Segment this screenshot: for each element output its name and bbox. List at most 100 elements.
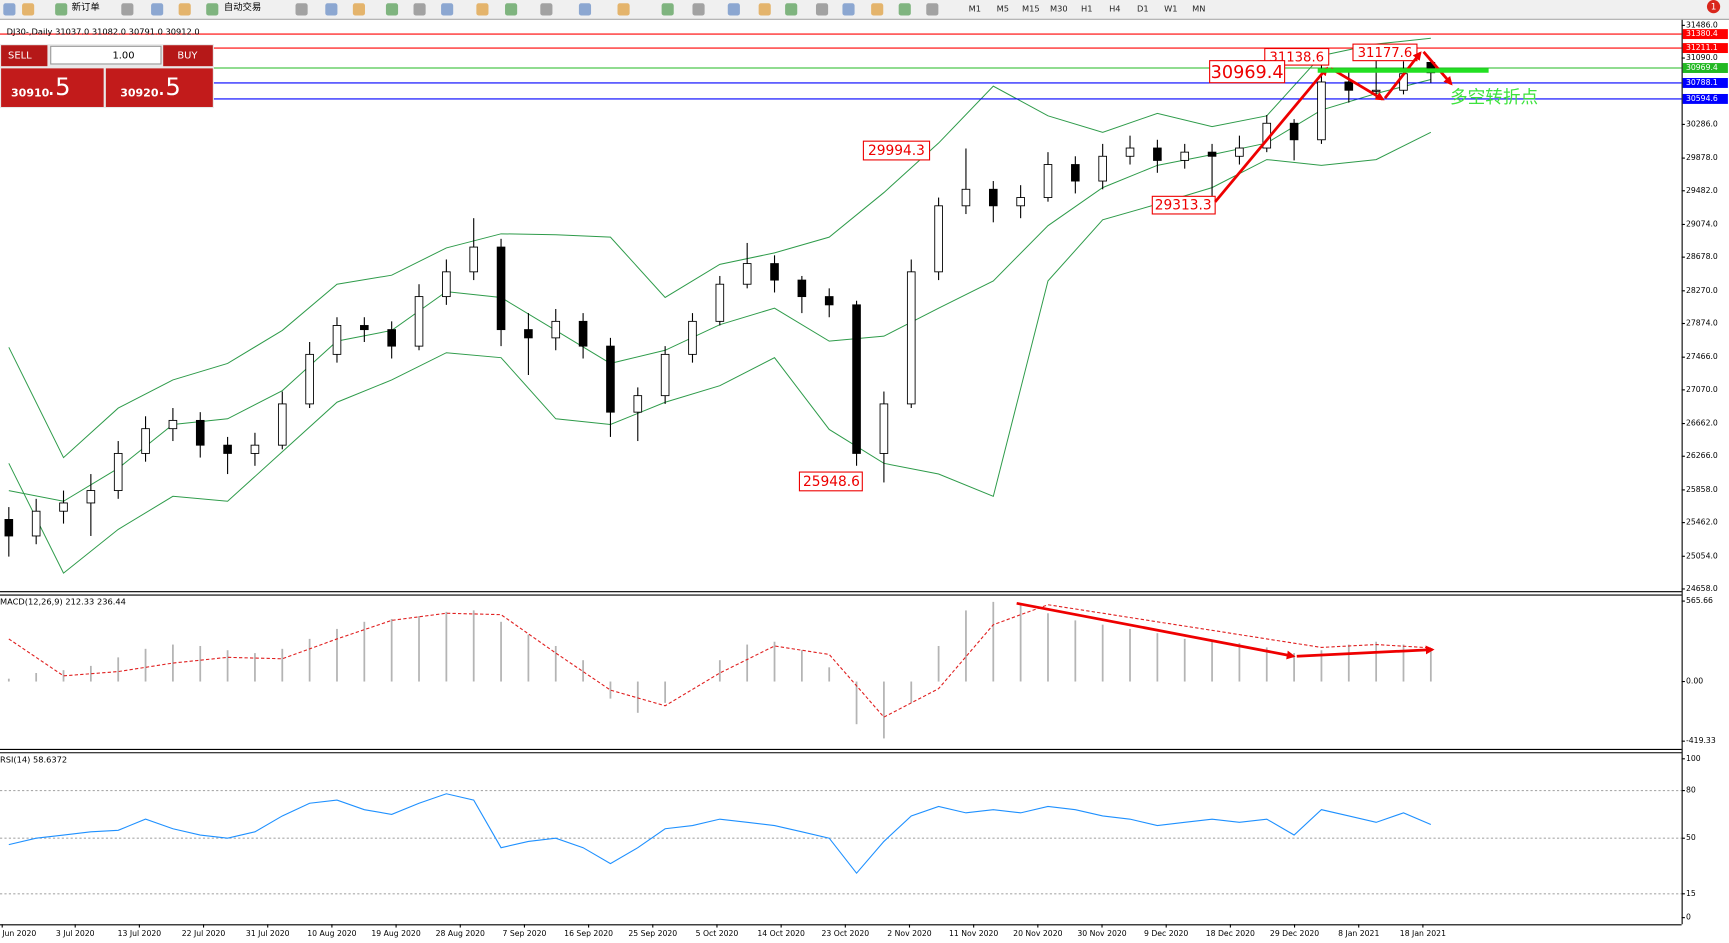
- arrow: [1296, 645, 1435, 658]
- level-label: 31211.1: [1686, 43, 1718, 52]
- candle-body: [797, 279, 807, 298]
- y-tick-label: 0: [1686, 913, 1691, 922]
- y-tick-label: 31090.0: [1686, 53, 1718, 62]
- toolbar-icon: [206, 3, 219, 16]
- toolbar-icon: [325, 3, 338, 16]
- candle-body: [113, 452, 123, 492]
- x-tick-label: 19 Aug 2020: [371, 929, 420, 938]
- candle-body: [988, 188, 998, 207]
- arrow: [1214, 66, 1328, 203]
- candle-body: [524, 329, 533, 339]
- x-tick-label: 16 Sep 2020: [564, 929, 613, 938]
- x-tick-label: 14 Oct 2020: [757, 929, 805, 938]
- annotation: 29313.3: [1155, 198, 1212, 214]
- sell-pips: .5: [47, 72, 70, 101]
- sell-button[interactable]: [1, 45, 48, 67]
- x-tick-label: 10 Aug 2020: [307, 929, 356, 938]
- x-tick-label: 3 Jul 2020: [56, 929, 95, 938]
- timeframe-button[interactable]: H4: [1109, 3, 1120, 13]
- candle-body: [360, 325, 369, 331]
- annotation-box: [1151, 195, 1216, 215]
- y-tick-label: 27466.0: [1686, 352, 1718, 361]
- y-tick-label: 27070.0: [1686, 385, 1718, 394]
- candle-body: [469, 246, 479, 273]
- toolbar: [0, 0, 1729, 19]
- candle-body: [660, 353, 670, 397]
- timeframe-button[interactable]: MN: [1192, 3, 1205, 13]
- annotation: 25948.6: [803, 474, 860, 490]
- x-tick-label: 8 Jan 2021: [1338, 929, 1379, 938]
- buy-button[interactable]: [163, 45, 213, 67]
- x-tick-label: 25 Sep 2020: [628, 929, 677, 938]
- timeframe-button[interactable]: D1: [1137, 3, 1149, 13]
- toolbar-icon: [727, 3, 740, 16]
- toolbar-icon: [842, 3, 855, 16]
- candle-body: [852, 304, 861, 454]
- arrow: [1383, 51, 1422, 100]
- y-tick-label: 50: [1686, 833, 1696, 842]
- x-tick-label: 7 Sep 2020: [502, 929, 546, 938]
- y-tick-label: 0.00: [1686, 677, 1703, 686]
- toolbar-icon: [692, 3, 705, 16]
- toolbar-icon: [578, 3, 592, 16]
- x-tick-label: 20 Nov 2020: [1013, 929, 1062, 938]
- level-label-bg: [1682, 63, 1728, 73]
- annotation-box: [798, 471, 863, 492]
- arrow: [1330, 67, 1385, 101]
- y-tick-label: 26266.0: [1686, 451, 1718, 460]
- buy-label: BUY: [177, 51, 198, 62]
- level-label-bg: [1682, 29, 1728, 40]
- badge-text: 1: [1711, 3, 1717, 13]
- timeframe-button[interactable]: M30: [1050, 3, 1068, 13]
- sell-price-box[interactable]: [1, 68, 104, 107]
- chart-title: DJ30-,Daily 31037.0 31082.0 30791.0 3091…: [7, 26, 200, 36]
- timeframe-button[interactable]: M5: [997, 3, 1009, 13]
- x-tick-label: 31 Jul 2020: [246, 929, 290, 938]
- sell-label: SELL: [8, 51, 32, 62]
- x-tick-label: 9 Dec 2020: [1144, 929, 1188, 938]
- toolbar-icon: [413, 3, 426, 16]
- x-tick-label: 29 Dec 2020: [1270, 929, 1319, 938]
- toolbar-icon: [785, 3, 798, 16]
- candle-body: [141, 428, 150, 454]
- level-label-bg: [1682, 78, 1728, 88]
- candle-body: [1289, 122, 1299, 141]
- y-tick-label: 80: [1686, 786, 1696, 795]
- timeframe-button[interactable]: M1: [969, 3, 981, 13]
- timeframe-button[interactable]: H1: [1081, 3, 1092, 13]
- candle-body: [277, 403, 287, 446]
- level-label-bg: [1682, 43, 1728, 54]
- y-tick-label: 29878.0: [1686, 153, 1718, 162]
- x-tick-label: 30 Nov 2020: [1077, 929, 1126, 938]
- candle-body: [223, 444, 232, 454]
- candle-body: [1098, 155, 1107, 182]
- timeframe-button[interactable]: M15: [1022, 3, 1040, 13]
- candle-body: [1317, 81, 1326, 141]
- y-tick-label: 28678.0: [1686, 252, 1718, 261]
- lot-value: 1.00: [112, 51, 134, 62]
- x-tick-label: 11 Nov 2020: [949, 929, 998, 938]
- annotation: 29994.3: [868, 143, 925, 159]
- candle-body: [1071, 164, 1080, 182]
- level-label: 30594.6: [1686, 94, 1718, 103]
- candle-body: [606, 345, 615, 413]
- y-tick-label: 25462.0: [1686, 518, 1718, 527]
- buy-price-box[interactable]: [105, 68, 213, 107]
- candle-body: [4, 519, 14, 537]
- y-tick-label: 29482.0: [1686, 186, 1718, 195]
- y-tick-label: 25858.0: [1686, 485, 1718, 494]
- new-order-button[interactable]: 新订单: [72, 1, 100, 13]
- auto-trading-button[interactable]: 自动交易: [224, 1, 261, 13]
- toolbar-icon: [926, 3, 939, 16]
- candle-body: [195, 419, 205, 446]
- candle-body: [168, 419, 178, 430]
- candle-body: [332, 325, 342, 355]
- level-label: 30969.4: [1686, 63, 1718, 72]
- buy-price: 30920: [120, 87, 159, 100]
- lot-input[interactable]: [50, 45, 162, 65]
- sell-price: 30910: [11, 87, 50, 100]
- timeframe-button[interactable]: W1: [1164, 3, 1177, 13]
- candle-body: [633, 395, 643, 413]
- x-tick-label: 5 Oct 2020: [696, 929, 739, 938]
- toolbar-icon: [441, 3, 454, 16]
